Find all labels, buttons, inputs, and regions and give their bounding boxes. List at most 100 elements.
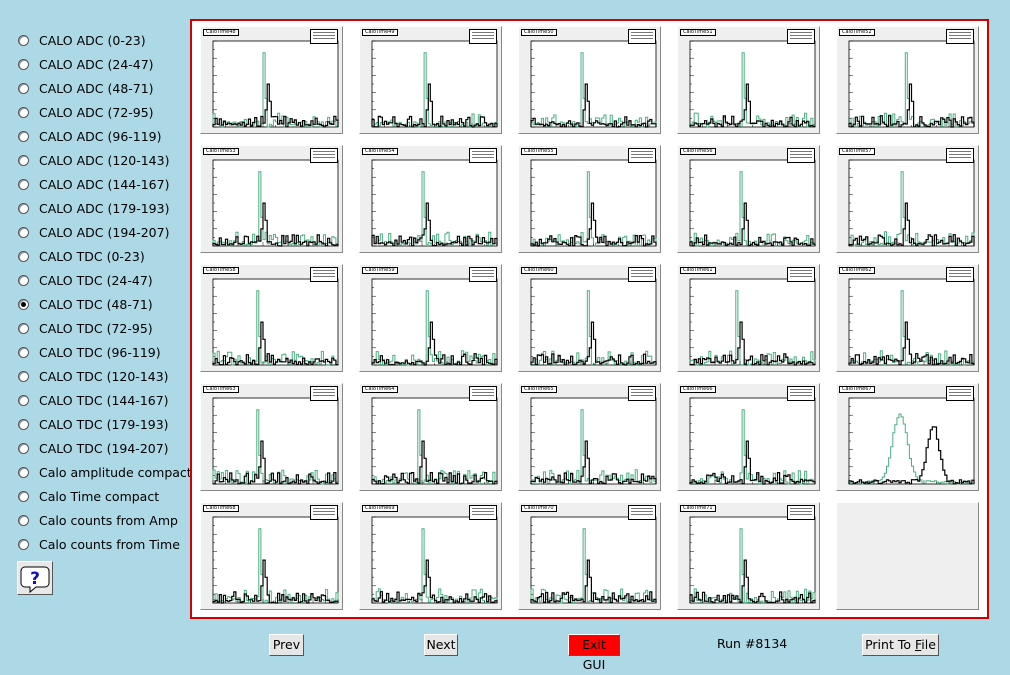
menu-item-label: CALO TDC (194-207) [39,440,169,456]
histogram-plot [212,397,339,485]
radio-button[interactable] [18,250,29,262]
menu-item-label: CALO TDC (144-167) [39,392,169,408]
current-histogram [371,440,498,485]
radio-button[interactable] [18,58,29,70]
histogram-plot [689,397,816,485]
radio-button[interactable] [18,226,29,238]
menu-item[interactable]: CALO TDC (144-167) [12,388,169,412]
menu-item[interactable]: Calo Time compact [12,484,159,508]
menu-item[interactable]: Calo counts from Time [12,532,180,556]
menu-item[interactable]: CALO TDC (0-23) [12,244,145,268]
menu-item-label: CALO TDC (72-95) [39,320,153,336]
radio-button[interactable] [18,178,29,190]
current-histogram [848,202,975,247]
prev-button[interactable]: Prev [269,634,304,656]
menu-item[interactable]: Calo amplitude compact [12,460,192,484]
radio-button[interactable] [18,346,29,358]
plot-frame [689,278,816,366]
radio-button[interactable] [18,82,29,94]
menu-item[interactable]: CALO ADC (0-23) [12,28,146,52]
print-to-file-button[interactable]: Print To File [862,634,939,656]
plot-frame [212,516,339,604]
menu-item[interactable]: CALO ADC (144-167) [12,172,169,196]
histogram-plot [530,159,657,247]
menu-item[interactable]: CALO TDC (48-71) [12,292,153,316]
histogram-pad: CaloTime48 [200,26,343,134]
stats-box [469,386,497,401]
radio-button[interactable] [18,322,29,334]
current-histogram [689,321,816,366]
histogram-pad: CaloTime60 [518,264,661,372]
radio-button[interactable] [18,538,29,550]
next-button[interactable]: Next [424,634,458,656]
stats-box [469,29,497,44]
menu-item-label: Calo counts from Amp [39,512,178,528]
radio-button[interactable] [18,202,29,214]
radio-button[interactable] [18,394,29,406]
menu-item[interactable]: Calo counts from Amp [12,508,178,532]
histogram-title: CaloTime58 [203,267,239,274]
histogram-plot [371,278,498,366]
radio-button[interactable] [18,514,29,526]
exit-gui-button[interactable]: Exit GUI [568,634,620,672]
menu-item[interactable]: CALO ADC (120-143) [12,148,169,172]
stats-box [628,505,656,520]
histogram-title: CaloTime70 [521,505,557,512]
histogram-pad: CaloTime57 [836,145,979,253]
menu-item[interactable]: CALO ADC (72-95) [12,100,154,124]
radio-button[interactable] [18,370,29,382]
menu-item[interactable]: CALO TDC (72-95) [12,316,153,340]
stats-box [787,148,815,163]
svg-text:?: ? [30,569,40,589]
radio-button[interactable] [18,130,29,142]
stats-box [946,386,974,401]
stats-box [628,148,656,163]
menu-item-label: CALO TDC (48-71) [39,296,153,312]
radio-button[interactable] [18,274,29,286]
histogram-plot [530,40,657,128]
run-number: Run #8134 [717,636,788,651]
menu-item-label: CALO TDC (0-23) [39,248,145,264]
print-label-prefix: Print To [865,637,915,652]
menu-item-label: CALO ADC (24-47) [39,56,154,72]
help-button[interactable]: ? [17,561,53,595]
histogram-plot [371,397,498,485]
histogram-pad: CaloTime65 [518,383,661,491]
menu-item[interactable]: CALO ADC (24-47) [12,52,154,76]
menu-item[interactable]: CALO TDC (179-193) [12,412,169,436]
radio-button[interactable] [18,106,29,118]
radio-button[interactable] [18,466,29,478]
histogram-plot [848,397,975,485]
stats-box [310,267,338,282]
radio-button[interactable] [18,34,29,46]
stats-box [946,29,974,44]
current-histogram [371,83,498,128]
question-mark-icon: ? [20,566,50,594]
radio-button[interactable] [18,490,29,502]
current-histogram [530,559,657,604]
menu-item-label: CALO ADC (179-193) [39,200,170,216]
histogram-pad: CaloTime69 [359,502,502,610]
menu-item[interactable]: CALO ADC (194-207) [12,220,169,244]
stats-box [787,267,815,282]
menu-item-label: CALO ADC (194-207) [39,224,170,240]
menu-item[interactable]: CALO ADC (96-119) [12,124,162,148]
menu-item[interactable]: CALO TDC (96-119) [12,340,161,364]
stats-box [946,148,974,163]
radio-button[interactable] [18,418,29,430]
histogram-plot [689,40,816,128]
menu-item[interactable]: CALO TDC (120-143) [12,364,169,388]
current-histogram [689,83,816,128]
menu-item[interactable]: CALO ADC (48-71) [12,76,154,100]
radio-button[interactable] [18,442,29,454]
radio-button[interactable] [18,298,29,310]
histogram-plot [530,397,657,485]
histogram-title: CaloTime49 [362,29,398,36]
histogram-plot [848,159,975,247]
menu-item[interactable]: CALO TDC (24-47) [12,268,153,292]
radio-button[interactable] [18,154,29,166]
menu-item[interactable]: CALO ADC (179-193) [12,196,169,220]
menu-item[interactable]: CALO TDC (194-207) [12,436,169,460]
menu-item-label: CALO TDC (24-47) [39,272,153,288]
plot-frame [689,159,816,247]
